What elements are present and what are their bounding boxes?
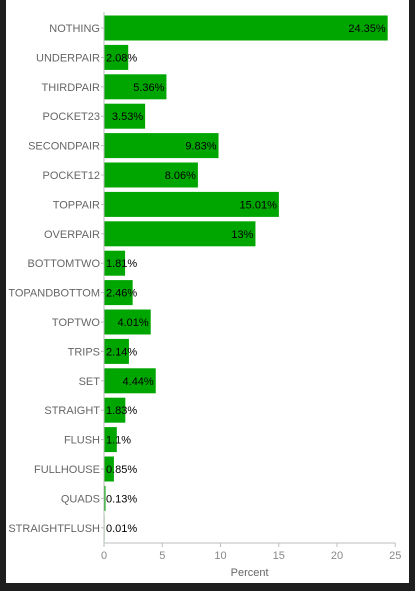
value-label: 1.83% — [106, 405, 137, 417]
bars-group — [104, 15, 388, 541]
bar-chart: NOTHING UNDERPAIR THIRDPAIR POCKET23 SECONDP… — [8, 12, 401, 579]
bar-toptwo — [104, 309, 151, 335]
category-label: FULLHOUSE — [34, 464, 100, 476]
bar-thirdpair — [104, 74, 167, 100]
bar-pocket23 — [104, 103, 146, 129]
category-label: STRAIGHTFLUSH — [8, 523, 100, 535]
category-label: POCKET23 — [43, 111, 100, 123]
value-label: 24.35% — [348, 23, 386, 35]
value-label: 1.81% — [106, 258, 137, 270]
x-axis-title: Percent — [231, 567, 269, 579]
category-label: FLUSH — [64, 435, 100, 447]
value-label: 3.53% — [112, 111, 143, 123]
bar-set — [104, 368, 156, 394]
category-label: UNDERPAIR — [36, 52, 100, 64]
value-label: 4.44% — [123, 376, 154, 388]
value-label: 2.08% — [106, 52, 137, 64]
x-ticks: 0 5 10 15 20 25 — [101, 27, 401, 562]
chart-panel: NOTHING UNDERPAIR THIRDPAIR POCKET23 SECONDP… — [6, 0, 409, 583]
bar-quads — [104, 485, 106, 511]
bar-bottomtwo — [104, 250, 126, 276]
bar-underpair — [104, 44, 129, 70]
bar-topandbottom — [104, 280, 133, 306]
x-tick-label: 0 — [101, 550, 107, 562]
value-label: 2.14% — [106, 346, 137, 358]
value-labels: 24.35% 2.08% 5.36% 3.53% 9.83% 8.06% 15.01% 13%… — [106, 23, 386, 535]
category-label: BOTTOMTWO — [27, 258, 100, 270]
category-label: NOTHING — [49, 23, 100, 35]
x-tick-label: 5 — [159, 550, 165, 562]
x-tick-label: 25 — [389, 550, 401, 562]
bar-toppair — [104, 191, 279, 217]
category-label: THIRDPAIR — [42, 82, 101, 94]
category-label: POCKET12 — [43, 170, 100, 182]
category-label: TRIPS — [68, 346, 100, 358]
value-label: 0.01% — [106, 523, 137, 535]
value-label: 0.85% — [106, 464, 137, 476]
bar-overpair — [104, 221, 256, 247]
category-label: QUADS — [61, 493, 100, 505]
bar-nothing — [104, 15, 388, 41]
value-label: 13% — [231, 229, 253, 241]
category-label: OVERPAIR — [44, 229, 100, 241]
category-label: SECONDPAIR — [28, 141, 100, 153]
bar-flush — [104, 427, 117, 453]
value-label: 8.06% — [165, 170, 196, 182]
category-label: SET — [79, 376, 101, 388]
value-label: 0.13% — [106, 493, 137, 505]
bar-fullhouse — [104, 456, 114, 482]
bar-trips — [104, 338, 129, 364]
axes — [103, 12, 396, 544]
bar-pocket12 — [104, 162, 198, 188]
value-label: 9.83% — [185, 141, 216, 153]
category-labels: NOTHING UNDERPAIR THIRDPAIR POCKET23 SECONDP… — [8, 23, 100, 535]
value-label: 1.1% — [106, 435, 131, 447]
x-tick-label: 10 — [214, 550, 226, 562]
category-label: TOPANDBOTTOM — [8, 288, 100, 300]
value-label: 4.01% — [118, 317, 149, 329]
bar-secondpair — [104, 133, 219, 159]
bar-straight — [104, 397, 126, 423]
category-label: TOPTWO — [52, 317, 101, 329]
x-tick-label: 20 — [331, 550, 343, 562]
x-tick-label: 15 — [273, 550, 285, 562]
category-label: TOPPAIR — [53, 199, 100, 211]
value-label: 5.36% — [133, 82, 164, 94]
value-label: 15.01% — [240, 199, 278, 211]
value-label: 2.46% — [106, 288, 137, 300]
category-label: STRAIGHT — [44, 405, 100, 417]
